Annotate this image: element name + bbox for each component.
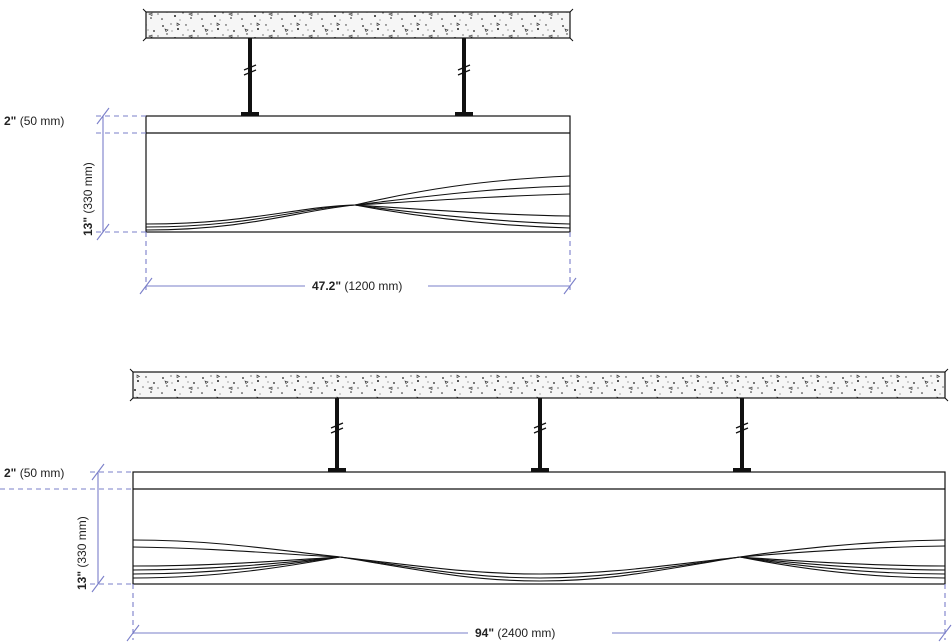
diagram-small: 2" (50 mm) 13" (330 mm) 47.2" (1200 mm) bbox=[4, 8, 577, 295]
diagram-large: 2" (50 mm) 13" (330 mm) 94" (2400 mm) bbox=[0, 368, 952, 642]
dimension-lines bbox=[96, 107, 577, 295]
thickness-label: 2" (50 mm) bbox=[4, 466, 64, 480]
hanger-rod bbox=[455, 38, 473, 116]
width-label: 47.2" (1200 mm) bbox=[312, 279, 402, 293]
height-label: 13" (330 mm) bbox=[75, 516, 89, 590]
thickness-label: 2" (50 mm) bbox=[4, 114, 64, 128]
hanger-rod bbox=[733, 398, 751, 472]
height-label: 13" (330 mm) bbox=[81, 162, 95, 236]
concrete-slab bbox=[142, 8, 574, 42]
baffle-panel bbox=[145, 115, 571, 233]
width-label: 94" (2400 mm) bbox=[475, 626, 555, 640]
hanger-rod bbox=[531, 398, 549, 472]
baffle-panel bbox=[132, 471, 946, 585]
dimension-lines bbox=[0, 463, 952, 642]
concrete-slab bbox=[129, 368, 949, 402]
hanger-rod bbox=[241, 38, 259, 116]
hanger-rod bbox=[328, 398, 346, 472]
